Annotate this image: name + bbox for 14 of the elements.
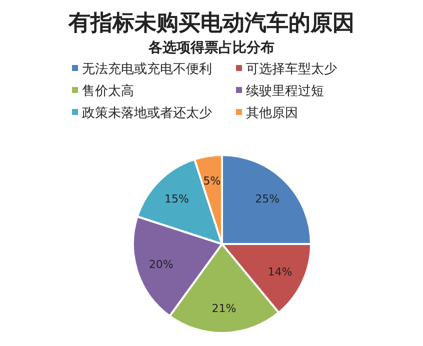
data-label: 14% [268,265,292,278]
legend-label: 其他原因 [246,106,298,121]
data-label: 5% [203,174,221,188]
legend-label: 售价太高 [82,83,134,99]
legend-label: 无法充电或充电不便利 [82,62,212,77]
data-label: 25% [255,192,280,206]
legend-label: 续驶里程过短 [246,84,324,99]
data-label: 15% [164,192,189,206]
chart-subtitle: 各选项得票占比分布 [148,40,274,56]
legend-label: 政策未落地或者还太少 [82,106,212,121]
data-label: 21% [212,302,236,316]
data-label: 20% [148,258,174,271]
legend-label: 可选择车型太少 [246,62,337,77]
chart-title: 有指标未购买电动汽车的原因 [68,10,354,36]
